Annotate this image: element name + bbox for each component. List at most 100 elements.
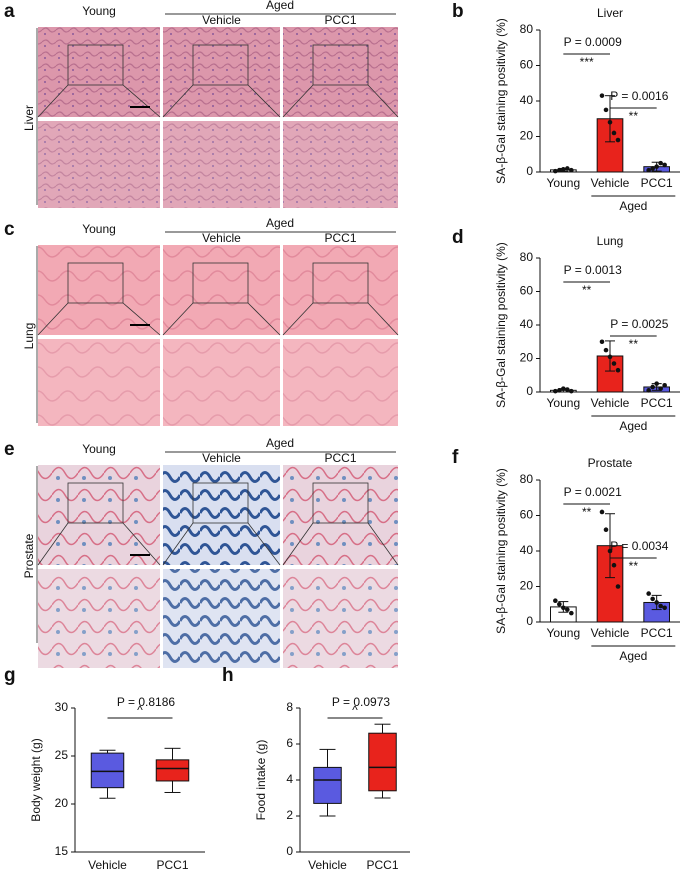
significance: ** [629,109,639,123]
zoom-line [37,522,69,566]
x-tick-label: PCC1 [156,858,188,872]
inset-box [67,482,124,524]
panel-letter: f [452,447,459,468]
micrograph-zoom [163,569,280,668]
inset-box [312,44,369,86]
micrograph [283,27,398,117]
column-label: Vehicle [202,451,241,465]
data-point [569,388,574,394]
zoom-line [37,84,69,118]
zoom-line [122,302,161,336]
zoom-line [282,84,314,118]
data-point [553,388,558,394]
x-tick-label: Vehicle [591,176,630,190]
y-tick-label: 15 [55,844,69,858]
group-label: Aged [266,0,294,12]
data-point [615,137,621,143]
y-tick-label: 2 [286,808,293,822]
y-tick-label: 60 [520,508,534,522]
x-tick-label: Young [547,396,581,410]
data-point [603,347,609,353]
data-point [654,164,659,169]
data-point [615,367,621,373]
zoom-line [367,84,399,118]
data-point [650,596,655,602]
p-value: P = 0.0034 [610,539,668,553]
data-point [658,160,663,166]
x-tick-label: Young [547,626,581,640]
panel-letter: e [4,439,15,460]
y-axis-label: SA-β-Gal staining positivity (%) [494,18,508,184]
box [368,732,397,792]
data-point [654,381,659,386]
data-point [557,388,562,393]
inset-box [192,262,249,304]
significance: ** [582,283,592,297]
group-label: Aged [619,419,647,433]
data-point [658,386,663,391]
x-tick-label: Young [547,176,581,190]
data-point [561,386,566,391]
zoom-line [367,522,399,566]
data-point [599,509,605,515]
y-tick-label: 4 [286,772,293,786]
micrograph [283,245,398,335]
data-point [646,591,651,596]
y-tick-label: 80 [520,250,534,264]
tissue-label: Lung [22,323,36,350]
micrograph [163,245,280,335]
panel-letter: h [222,665,234,686]
p-value: P = 0.0025 [610,317,668,331]
micrograph [283,465,398,565]
micrograph-zoom [163,121,280,208]
y-tick-label: 6 [286,736,293,750]
box [90,752,125,789]
x-tick-label: Vehicle [308,858,347,872]
data-point [654,600,659,605]
data-point [611,361,617,366]
micrograph [163,465,280,565]
micrograph [38,27,160,117]
micrograph-zoom [38,339,160,426]
y-tick-label: 80 [520,472,534,486]
micrograph-zoom [283,339,398,426]
column-label: Young [82,222,116,236]
group-label: Aged [266,216,294,230]
data-point [561,167,566,172]
inset-box [312,262,369,304]
data-point [569,610,574,616]
data-point [611,130,617,136]
significance: ** [629,337,639,351]
panel-letter: g [4,665,16,686]
p-value: P = 0.0016 [610,89,668,103]
y-tick-label: 25 [55,748,69,762]
data-point [662,605,667,611]
micrograph [163,27,280,117]
panel-letter: c [4,219,15,240]
data-point [565,607,570,612]
micrograph [38,465,160,565]
zoom-line [122,84,161,118]
y-tick-label: 20 [520,351,534,365]
data-point [662,162,667,168]
data-point [565,387,570,392]
group-label: Aged [266,436,294,450]
p-value: P = 0.0973 [332,695,390,709]
data-point [603,107,609,113]
x-tick-label: PCC1 [641,626,673,640]
zoom-line [282,302,314,336]
significance: ** [629,559,639,573]
zoom-line [247,302,281,336]
x-tick-label: PCC1 [366,858,398,872]
p-value: P = 0.8186 [117,695,175,709]
p-value: P = 0.0009 [564,35,622,49]
p-value: P = 0.0013 [564,263,622,277]
tissue-label: Liver [22,105,36,131]
x-tick-label: PCC1 [641,396,673,410]
column-label: Young [82,4,116,18]
data-point [607,548,613,554]
data-point [565,166,570,171]
y-axis-label: Food intake (g) [254,740,268,821]
zoom-line [367,302,399,336]
